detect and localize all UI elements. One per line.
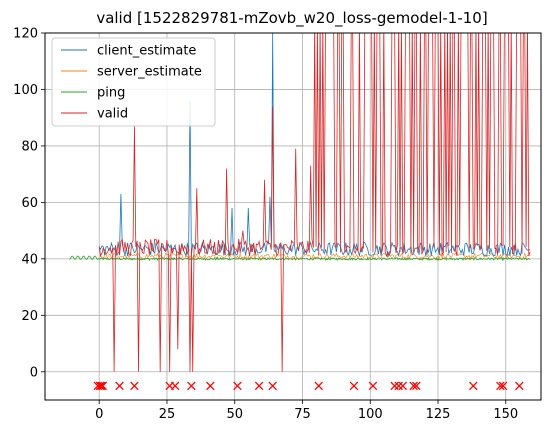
x-tick-label: 50 bbox=[226, 407, 243, 422]
chart-title: valid [1522829781-mZovb_w20_loss-gemodel… bbox=[96, 9, 487, 28]
legend-label-server-estimate: server_estimate bbox=[97, 65, 202, 80]
marker-stroke bbox=[412, 381, 421, 391]
marker-stroke bbox=[390, 381, 399, 391]
plot-area bbox=[69, 33, 531, 372]
loss-marker bbox=[98, 381, 107, 391]
loss-marker bbox=[390, 381, 399, 391]
marker-stroke bbox=[496, 381, 505, 391]
marker-stroke bbox=[97, 381, 106, 391]
loss-marker bbox=[187, 381, 196, 391]
marker-stroke bbox=[314, 381, 324, 391]
loss-marker bbox=[115, 381, 124, 391]
series-client-estimate bbox=[98, 33, 531, 258]
y-tick-label: 0 bbox=[30, 365, 38, 380]
plot-frame bbox=[44, 32, 542, 401]
marker-stroke bbox=[98, 381, 107, 391]
loss-marker bbox=[394, 381, 403, 391]
loss-marker bbox=[206, 381, 215, 391]
marker-stroke bbox=[468, 381, 478, 391]
legend-label-valid: valid bbox=[97, 107, 128, 122]
y-tick-label: 80 bbox=[21, 139, 38, 154]
loss-marker bbox=[95, 381, 105, 391]
y-tick-label: 40 bbox=[21, 252, 38, 267]
legend-label-ping: ping bbox=[97, 86, 125, 101]
x-tick-label: 125 bbox=[426, 407, 451, 422]
series-ping bbox=[69, 255, 531, 262]
loss-marker bbox=[170, 381, 180, 391]
marker-stroke bbox=[368, 381, 378, 391]
loss-marker bbox=[97, 381, 106, 391]
loss-marker bbox=[412, 381, 421, 391]
x-tick-label: 25 bbox=[159, 407, 176, 422]
loss-marker bbox=[468, 381, 478, 391]
series-valid bbox=[98, 33, 531, 372]
marker-stroke bbox=[115, 381, 124, 391]
marker-stroke bbox=[515, 381, 524, 391]
marker-stroke bbox=[206, 381, 215, 391]
marker-stroke bbox=[268, 381, 277, 391]
y-tick-label: 100 bbox=[13, 83, 38, 98]
y-tick-label: 20 bbox=[21, 309, 38, 324]
marker-stroke bbox=[254, 381, 264, 391]
loss-marker bbox=[254, 381, 264, 391]
marker-stroke bbox=[187, 381, 196, 391]
loss-marker bbox=[349, 381, 359, 391]
marker-stroke bbox=[498, 381, 508, 391]
axis-ticks: 0 25 50 75 100 125 150 0 20 40 60 80 100 120 bbox=[13, 27, 518, 423]
loss-marker bbox=[496, 381, 505, 391]
loss-markers bbox=[93, 381, 524, 391]
loss-marker bbox=[130, 381, 139, 391]
loss-marker bbox=[268, 381, 277, 391]
x-tick-label: 100 bbox=[358, 407, 383, 422]
marker-stroke bbox=[398, 381, 408, 391]
legend-box bbox=[51, 37, 216, 127]
marker-stroke bbox=[409, 381, 418, 391]
loss-marker bbox=[314, 381, 324, 391]
y-tick-label: 120 bbox=[13, 27, 38, 42]
x-tick-label: 150 bbox=[493, 407, 518, 422]
x-tick-label: 75 bbox=[294, 407, 311, 422]
loss-marker bbox=[409, 381, 418, 391]
marker-stroke bbox=[170, 381, 180, 391]
marker-stroke bbox=[233, 381, 242, 391]
loss-marker bbox=[233, 381, 242, 391]
series-server-estimate bbox=[99, 252, 531, 260]
loss-marker bbox=[368, 381, 378, 391]
x-tick-label: 0 bbox=[95, 407, 103, 422]
loss-marker bbox=[398, 381, 408, 391]
y-tick-label: 60 bbox=[21, 196, 38, 211]
marker-stroke bbox=[130, 381, 139, 391]
marker-stroke bbox=[95, 381, 105, 391]
legend-label-client-estimate: client_estimate bbox=[97, 44, 196, 59]
marker-stroke bbox=[349, 381, 359, 391]
loss-marker bbox=[515, 381, 524, 391]
loss-marker bbox=[498, 381, 508, 391]
marker-stroke bbox=[394, 381, 403, 391]
